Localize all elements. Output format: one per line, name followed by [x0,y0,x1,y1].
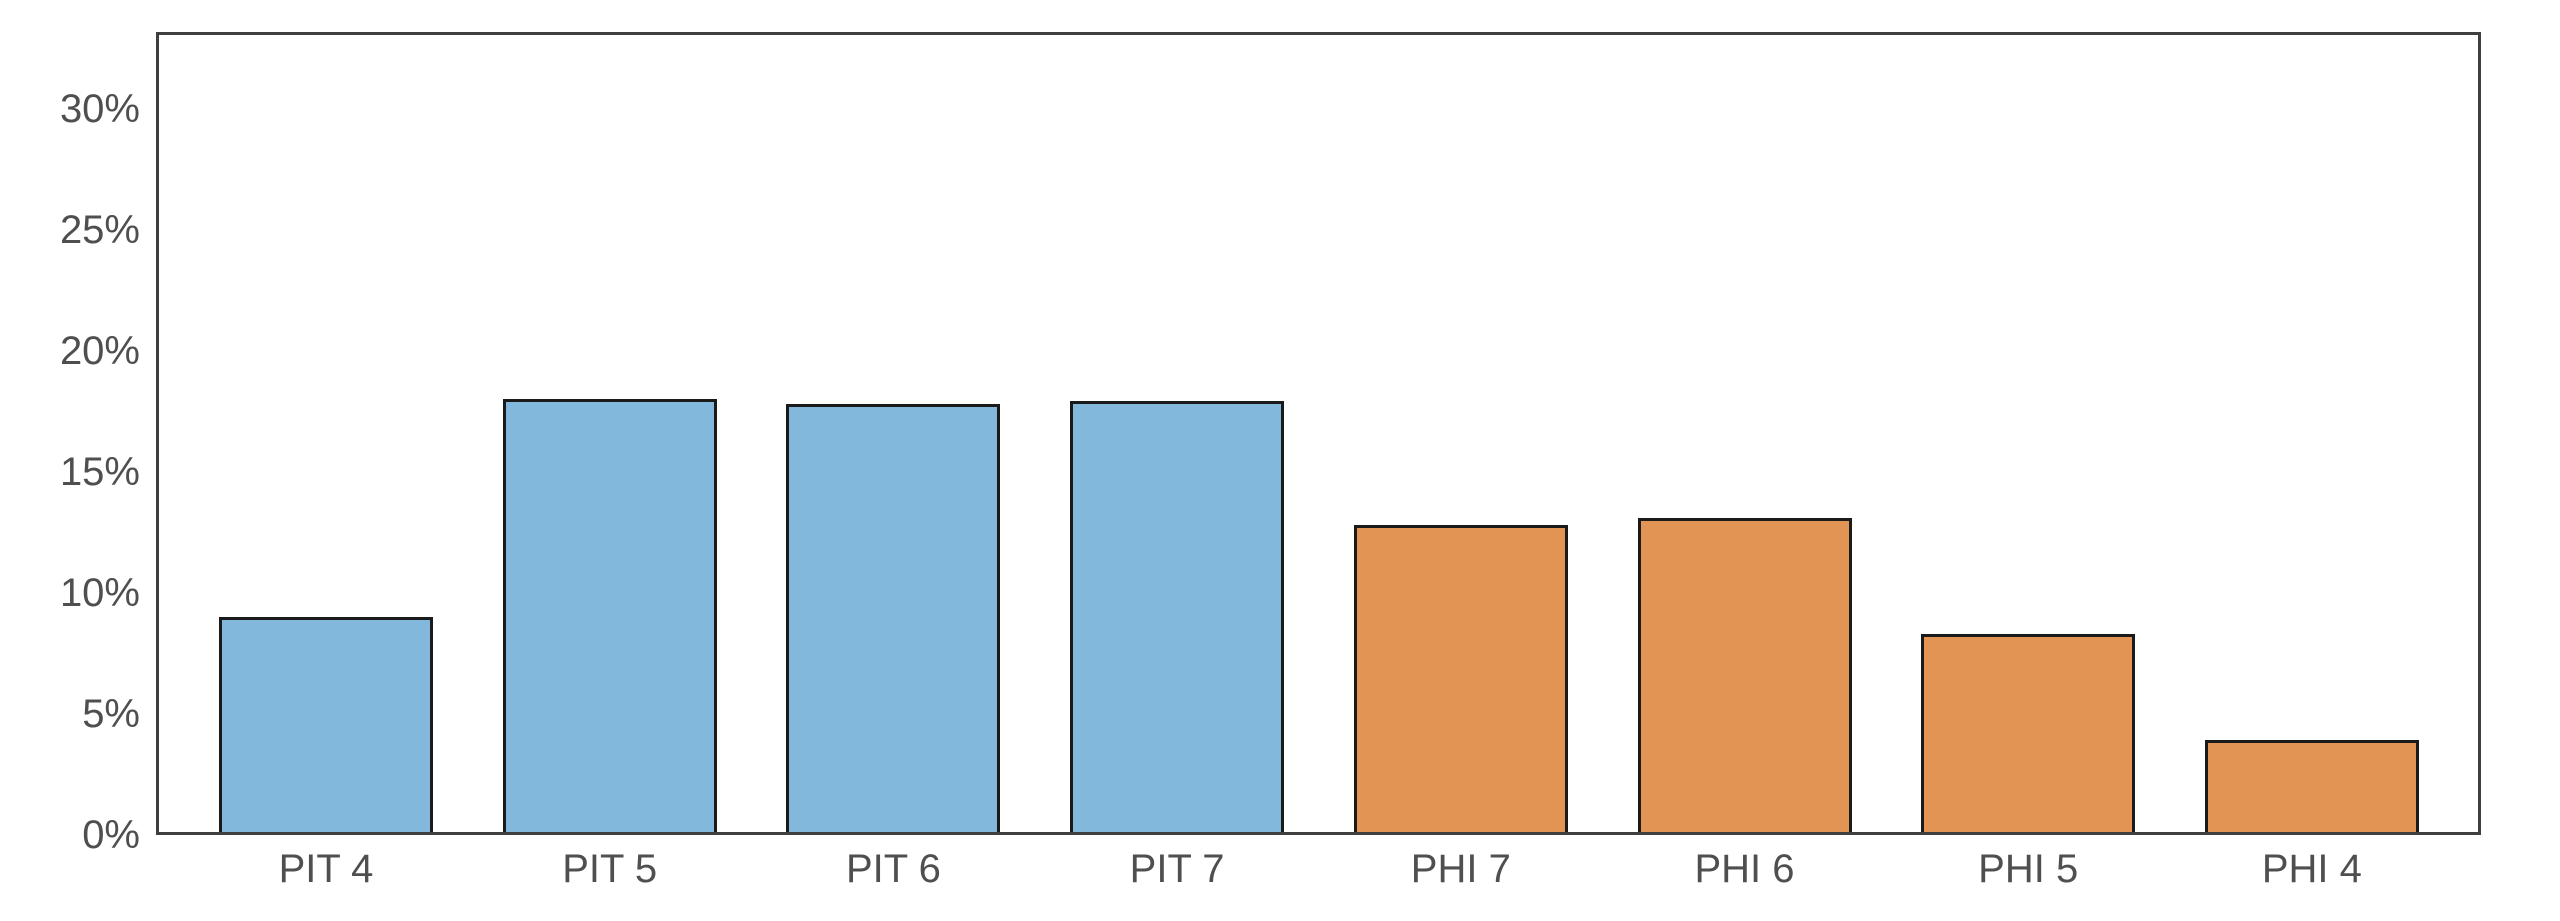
x-tick-label-phi-7: PHI 7 [1410,847,1511,891]
x-tick-label-phi-6: PHI 6 [1694,847,1795,891]
x-tick-label-pit-5: PIT 5 [562,847,658,891]
x-tick-label-pit-6: PIT 6 [845,847,941,891]
y-tick-label: 10% [59,571,140,616]
bar-phi-6 [1637,518,1852,832]
y-axis: 0% 5% 10% 15% 20% 25% 30% [0,0,140,921]
plot-area [156,32,2481,835]
y-tick-label: 20% [59,329,140,374]
y-tick-label: 5% [82,692,140,737]
bar-pit-4 [219,617,433,832]
y-tick-label: 30% [59,87,140,132]
bar-phi-4 [2204,740,2419,832]
x-tick-label-pit-4: PIT 4 [278,847,374,891]
y-tick-label: 25% [59,208,140,253]
bar-pit-7 [1070,401,1285,832]
x-tick-label-pit-7: PIT 7 [1129,847,1225,891]
x-tick-label-phi-4: PHI 4 [2261,847,2362,891]
bar-pit-6 [786,404,1001,832]
y-tick-label: 0% [82,813,140,857]
bar-pit-5 [502,399,717,832]
bar-phi-5 [1921,634,2136,832]
bar-phi-7 [1353,525,1568,832]
y-tick-label: 15% [59,450,140,495]
x-tick-label-phi-5: PHI 5 [1978,847,2079,891]
